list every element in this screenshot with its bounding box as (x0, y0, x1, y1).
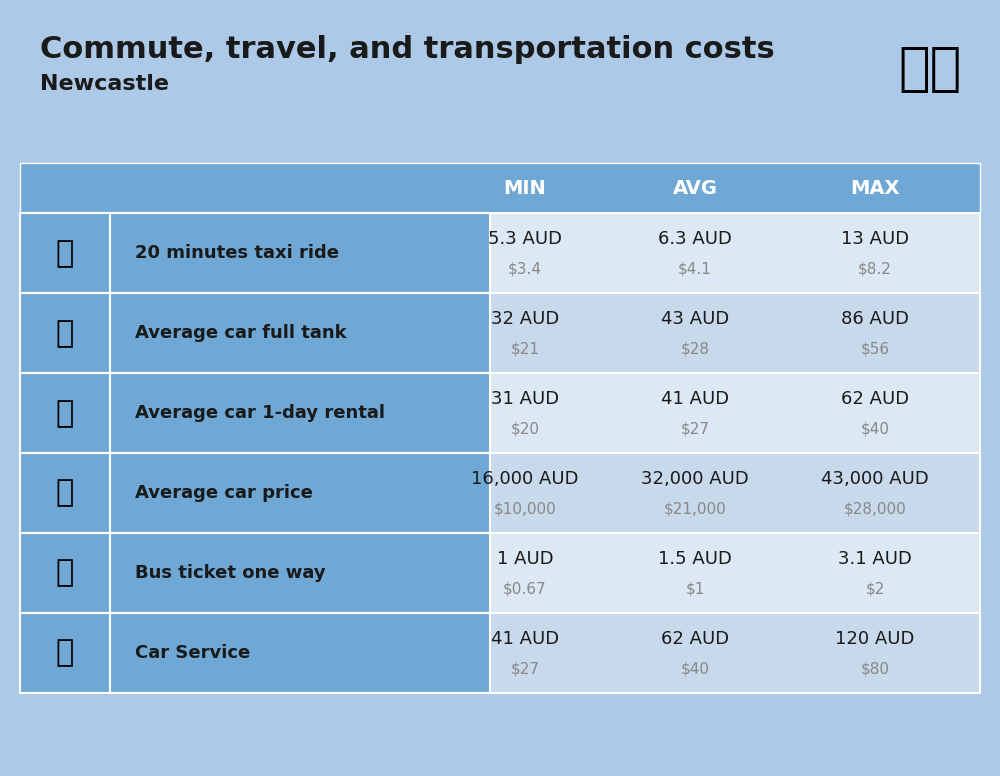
Text: Commute, travel, and transportation costs: Commute, travel, and transportation cost… (40, 35, 775, 64)
Text: $21,000: $21,000 (664, 501, 726, 516)
FancyBboxPatch shape (20, 613, 980, 693)
Text: Car Service: Car Service (135, 644, 250, 662)
Text: 41 AUD: 41 AUD (491, 630, 559, 648)
Text: 13 AUD: 13 AUD (841, 230, 909, 248)
FancyBboxPatch shape (110, 613, 490, 693)
FancyBboxPatch shape (20, 293, 980, 373)
FancyBboxPatch shape (20, 453, 980, 533)
Text: $2: $2 (865, 581, 885, 596)
FancyBboxPatch shape (20, 373, 110, 453)
Text: 🚕: 🚕 (56, 239, 74, 268)
Text: $27: $27 (511, 661, 540, 676)
Text: 20 minutes taxi ride: 20 minutes taxi ride (135, 244, 339, 262)
FancyBboxPatch shape (20, 533, 110, 613)
Text: $8.2: $8.2 (858, 262, 892, 276)
Text: 43,000 AUD: 43,000 AUD (821, 470, 929, 488)
Text: Bus ticket one way: Bus ticket one way (135, 564, 326, 582)
Text: $28: $28 (680, 341, 710, 356)
Text: 86 AUD: 86 AUD (841, 310, 909, 328)
Text: 🇦🇺: 🇦🇺 (898, 43, 962, 95)
Text: MAX: MAX (850, 178, 900, 198)
Text: AVG: AVG (672, 178, 718, 198)
Text: $27: $27 (680, 421, 710, 436)
Text: 5.3 AUD: 5.3 AUD (488, 230, 562, 248)
Text: 🚌: 🚌 (56, 559, 74, 587)
Text: 16,000 AUD: 16,000 AUD (471, 470, 579, 488)
Text: Average car price: Average car price (135, 484, 313, 502)
FancyBboxPatch shape (20, 213, 110, 293)
FancyBboxPatch shape (110, 373, 490, 453)
Text: $1: $1 (685, 581, 705, 596)
Text: $28,000: $28,000 (844, 501, 906, 516)
Text: 1.5 AUD: 1.5 AUD (658, 550, 732, 568)
Text: 1 AUD: 1 AUD (497, 550, 553, 568)
Text: 🚙: 🚙 (56, 399, 74, 428)
FancyBboxPatch shape (20, 533, 980, 613)
FancyBboxPatch shape (20, 213, 980, 293)
Text: 43 AUD: 43 AUD (661, 310, 729, 328)
Text: $4.1: $4.1 (678, 262, 712, 276)
Text: $21: $21 (511, 341, 540, 356)
Text: Newcastle: Newcastle (40, 74, 169, 94)
Text: $20: $20 (511, 421, 540, 436)
Text: $10,000: $10,000 (494, 501, 556, 516)
Text: $56: $56 (860, 341, 890, 356)
Text: 🚗: 🚗 (56, 479, 74, 508)
Text: ⛽: ⛽ (56, 319, 74, 348)
Text: $40: $40 (860, 421, 890, 436)
Text: 62 AUD: 62 AUD (841, 390, 909, 408)
Text: 32 AUD: 32 AUD (491, 310, 559, 328)
Text: $3.4: $3.4 (508, 262, 542, 276)
Text: MIN: MIN (504, 178, 546, 198)
Text: 31 AUD: 31 AUD (491, 390, 559, 408)
FancyBboxPatch shape (20, 163, 980, 213)
FancyBboxPatch shape (20, 293, 110, 373)
Text: 🔧: 🔧 (56, 639, 74, 667)
Text: 120 AUD: 120 AUD (835, 630, 915, 648)
Text: Average car 1-day rental: Average car 1-day rental (135, 404, 385, 422)
FancyBboxPatch shape (20, 613, 110, 693)
Text: 62 AUD: 62 AUD (661, 630, 729, 648)
FancyBboxPatch shape (110, 293, 490, 373)
FancyBboxPatch shape (110, 533, 490, 613)
Text: 3.1 AUD: 3.1 AUD (838, 550, 912, 568)
FancyBboxPatch shape (20, 453, 110, 533)
FancyBboxPatch shape (110, 453, 490, 533)
Text: 41 AUD: 41 AUD (661, 390, 729, 408)
Text: $80: $80 (860, 661, 890, 676)
FancyBboxPatch shape (110, 213, 490, 293)
Text: 6.3 AUD: 6.3 AUD (658, 230, 732, 248)
Text: Average car full tank: Average car full tank (135, 324, 347, 342)
FancyBboxPatch shape (20, 373, 980, 453)
Text: $40: $40 (680, 661, 710, 676)
Text: $0.67: $0.67 (503, 581, 547, 596)
Text: 32,000 AUD: 32,000 AUD (641, 470, 749, 488)
